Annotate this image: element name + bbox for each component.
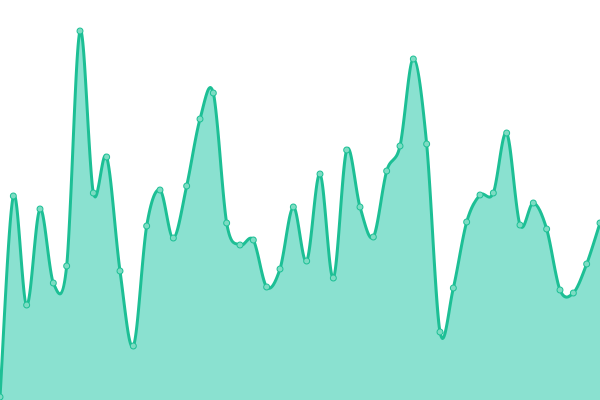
data-point-37 — [489, 189, 497, 197]
data-point-23 — [303, 257, 311, 265]
data-point-12 — [156, 186, 164, 194]
data-point-13 — [169, 234, 177, 242]
data-point-19 — [249, 236, 257, 244]
data-point-40 — [529, 199, 537, 207]
data-point-10 — [129, 342, 137, 350]
data-point-34 — [449, 284, 457, 292]
data-point-11 — [143, 222, 151, 230]
data-point-30 — [396, 142, 404, 150]
data-point-31 — [409, 55, 417, 63]
area-fill — [0, 30, 600, 400]
data-point-17 — [223, 219, 231, 227]
data-point-1 — [9, 192, 17, 200]
data-point-29 — [383, 167, 391, 175]
data-point-3 — [36, 205, 44, 213]
data-point-8 — [103, 153, 111, 161]
data-point-38 — [503, 129, 511, 137]
data-point-43 — [569, 289, 577, 297]
data-point-36 — [476, 191, 484, 199]
data-point-41 — [543, 225, 551, 233]
data-point-45 — [596, 219, 600, 227]
data-point-2 — [23, 301, 31, 309]
data-point-14 — [183, 182, 191, 190]
data-point-0 — [0, 393, 4, 400]
data-point-39 — [516, 221, 524, 229]
data-point-33 — [436, 328, 444, 336]
data-point-44 — [583, 260, 591, 268]
data-point-18 — [236, 241, 244, 249]
data-point-32 — [423, 140, 431, 148]
data-point-22 — [289, 203, 297, 211]
data-point-25 — [329, 274, 337, 282]
data-point-6 — [76, 27, 84, 35]
data-point-42 — [556, 286, 564, 294]
data-point-4 — [49, 279, 57, 287]
data-points — [0, 27, 600, 400]
data-point-21 — [276, 265, 284, 273]
data-point-16 — [209, 89, 217, 97]
data-point-35 — [463, 218, 471, 226]
data-point-20 — [263, 283, 271, 291]
data-point-24 — [316, 170, 324, 178]
data-point-5 — [63, 262, 71, 270]
series-line — [0, 29, 600, 398]
data-point-7 — [89, 189, 97, 197]
data-point-9 — [116, 267, 124, 275]
data-point-26 — [343, 146, 351, 154]
data-point-15 — [196, 115, 204, 123]
data-point-28 — [369, 233, 377, 241]
data-point-27 — [356, 203, 364, 211]
